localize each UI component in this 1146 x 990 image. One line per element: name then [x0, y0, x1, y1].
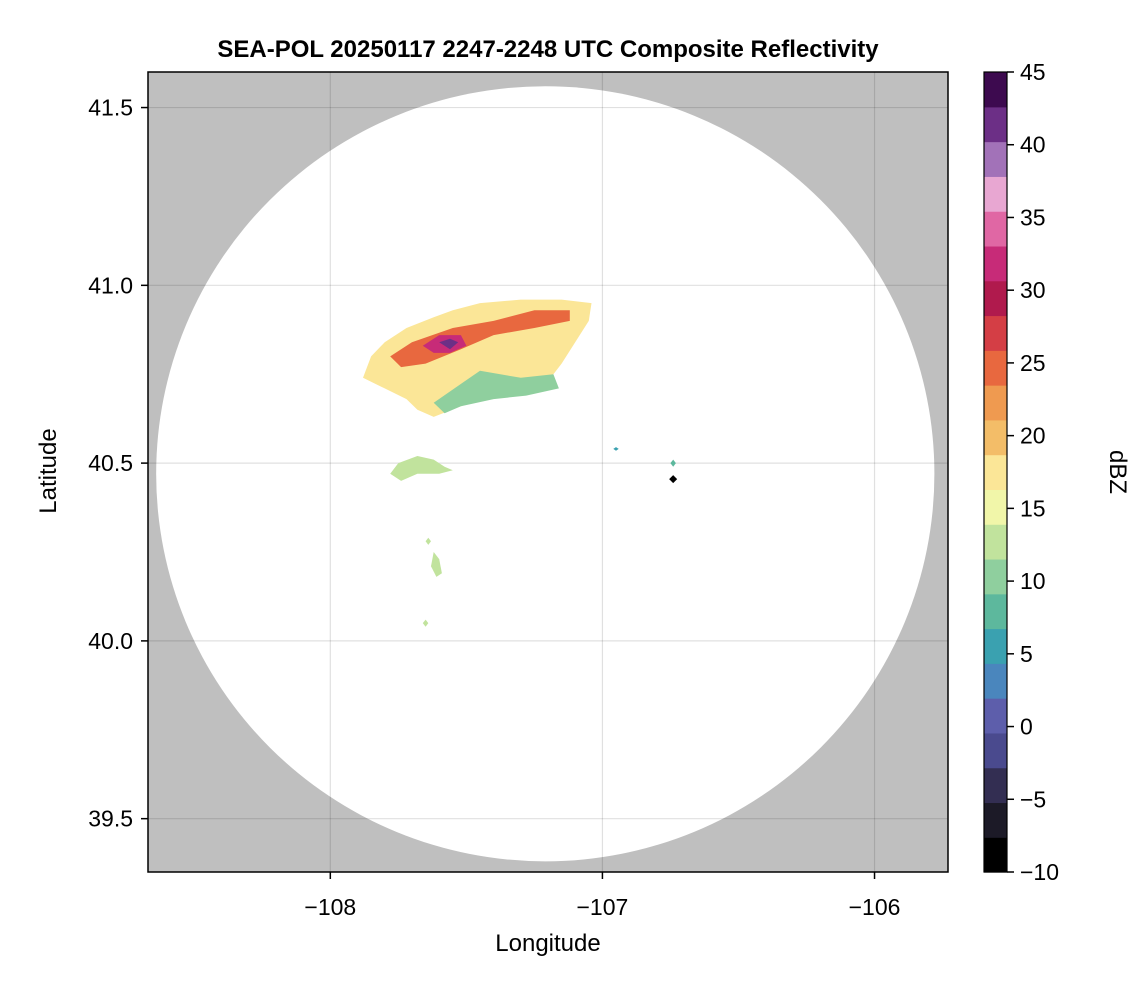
y-axis: 39.5 40.0 40.5 41.0 41.5 — [88, 95, 148, 832]
x-tick-label: −107 — [577, 894, 629, 920]
echo-small-cell-40-2 — [431, 552, 442, 577]
colorbar-tick-label: 15 — [1020, 495, 1046, 521]
y-tick-label: 41.0 — [88, 272, 133, 298]
plot-frame — [147, 71, 949, 873]
colorbar-swatch — [984, 767, 1007, 804]
colorbar-tick-label: 45 — [1020, 59, 1046, 85]
x-axis: −108 −107 −106 — [304, 872, 900, 920]
echo-speckle-1 — [425, 537, 431, 545]
echo-speckle-3 — [670, 459, 676, 467]
colorbar-swatch — [984, 558, 1007, 595]
colorbar-tick-label: 25 — [1020, 350, 1046, 376]
colorbar-swatch — [984, 385, 1007, 421]
echo-speckle-2 — [422, 619, 429, 627]
echo-speckle-4 — [613, 447, 619, 451]
colorbar-swatch — [984, 698, 1007, 734]
colorbar-swatch — [984, 489, 1007, 525]
colorbar-tick-label: 30 — [1020, 277, 1046, 303]
colorbar-tick-label: 40 — [1020, 132, 1046, 158]
echo-intense-core — [439, 338, 459, 350]
y-tick-label: 41.5 — [88, 95, 133, 121]
x-tick-label: −108 — [304, 894, 356, 920]
colorbar-tick-label: 5 — [1020, 641, 1033, 667]
chart-title: SEA-POL 20250117 2247-2248 UTC Composite… — [217, 36, 879, 63]
colorbar-swatch — [984, 663, 1007, 699]
colorbar-swatch — [984, 454, 1007, 490]
colorbar-swatch — [984, 350, 1007, 386]
radar-coverage-area — [156, 86, 935, 862]
colorbar-tick-label: 20 — [1020, 423, 1046, 449]
colorbar-frame — [983, 71, 1008, 873]
echo-isolated-cell-40-5 — [390, 456, 453, 481]
colorbar-swatch — [984, 419, 1007, 456]
colorbar-swatch — [984, 245, 1007, 282]
colorbar-tick-label: 10 — [1020, 568, 1046, 594]
colorbar-tick-label: 0 — [1020, 714, 1033, 740]
y-tick-label: 40.0 — [88, 628, 133, 654]
y-axis-label: Latitude — [35, 428, 62, 513]
colorbar-swatch — [984, 211, 1007, 247]
colorbar-swatch — [984, 524, 1007, 560]
colorbar-swatch — [984, 141, 1007, 177]
radar-site-marker — [669, 475, 678, 484]
x-axis-label: Longitude — [495, 930, 600, 957]
y-tick-label: 40.5 — [88, 450, 133, 476]
colorbar-tick-label: 35 — [1020, 204, 1046, 230]
echo-weak-southern-edge — [433, 370, 559, 414]
colorbar-swatch — [984, 732, 1007, 769]
plot-area — [147, 71, 949, 873]
colorbar-tick-label: −10 — [1020, 859, 1059, 885]
colorbar: −10 −5 0 5 10 15 20 25 30 35 40 45 — [983, 59, 1059, 885]
colorbar-swatch — [984, 593, 1007, 630]
colorbar-swatch — [984, 176, 1007, 212]
colorbar-swatch — [984, 628, 1007, 664]
colorbar-label: dBZ — [1104, 450, 1131, 494]
y-tick-label: 39.5 — [88, 806, 133, 832]
colorbar-swatch — [984, 280, 1007, 317]
x-tick-label: −106 — [849, 894, 901, 920]
colorbar-tick-label: −5 — [1020, 786, 1046, 812]
colorbar-swatch — [984, 106, 1007, 143]
colorbar-swatch — [984, 837, 1007, 873]
colorbar-swatch — [984, 72, 1007, 108]
colorbar-swatch — [984, 802, 1007, 838]
colorbar-swatch — [984, 315, 1007, 351]
